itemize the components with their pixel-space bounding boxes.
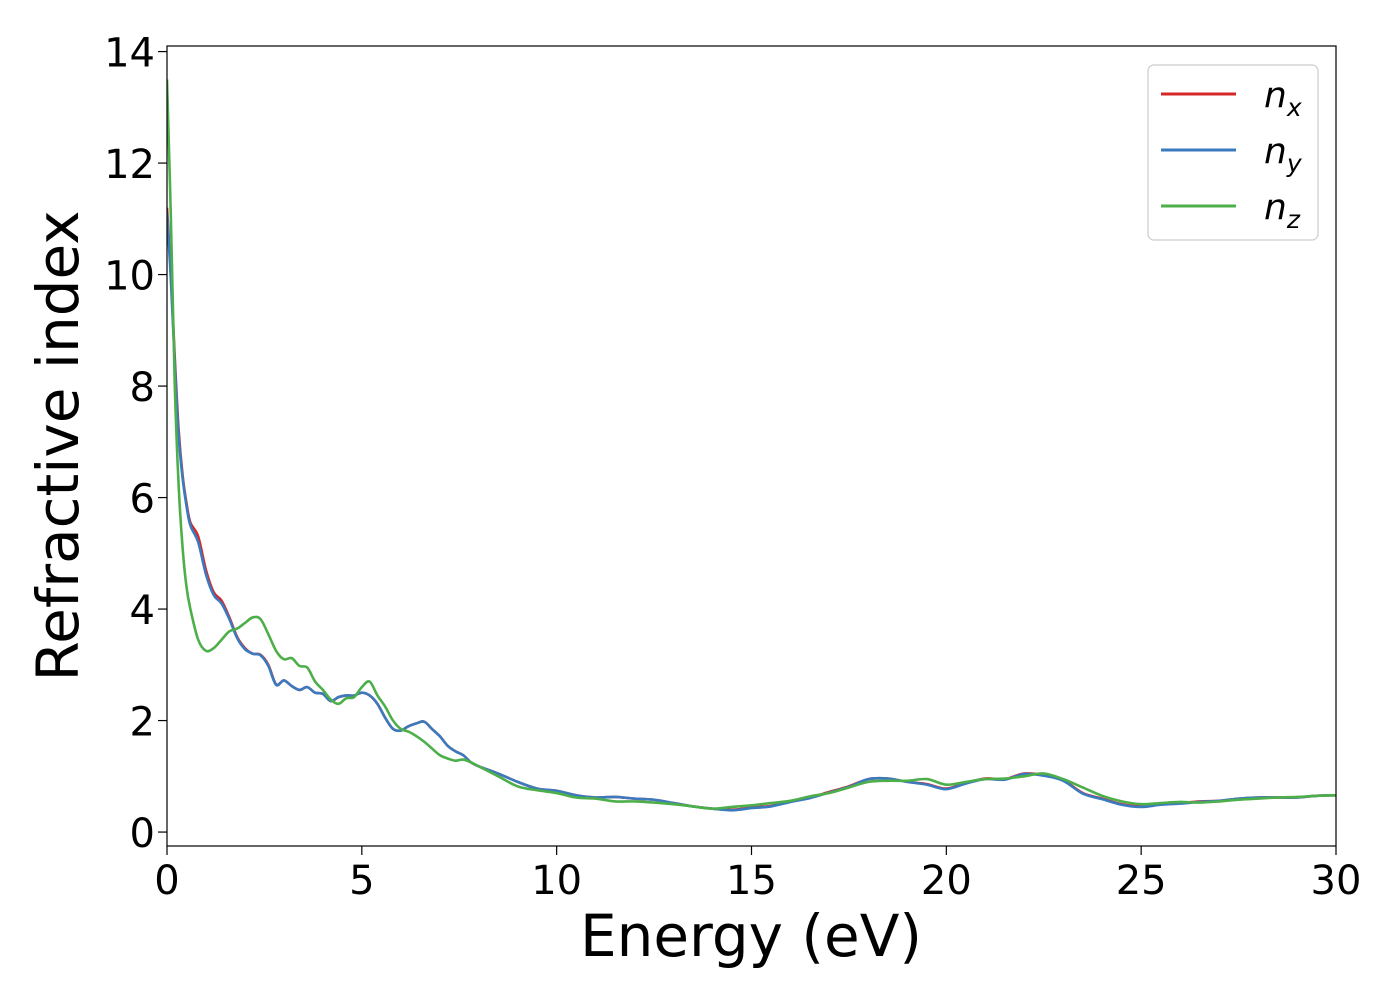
y-tick-label: 4 <box>130 588 155 634</box>
y-tick-label: 14 <box>104 31 155 77</box>
x-axis: 0 5 10 15 20 25 30 <box>154 846 1361 904</box>
legend-label-y: ny <box>1264 131 1303 178</box>
x-tick-label: 5 <box>349 858 374 904</box>
legend-label-x: nx <box>1264 75 1302 122</box>
x-tick-label: 10 <box>531 858 582 904</box>
y-tick-label: 6 <box>130 477 155 523</box>
y-axis: 0 2 4 6 8 10 12 14 <box>104 31 167 857</box>
y-tick-label: 12 <box>104 142 155 188</box>
legend: nx ny nz <box>1147 64 1319 241</box>
legend-label-z: nz <box>1264 187 1301 234</box>
y-tick-label: 10 <box>104 254 155 300</box>
legend-box <box>1147 64 1319 241</box>
x-tick-label: 30 <box>1311 858 1362 904</box>
x-tick-label: 25 <box>1116 858 1167 904</box>
x-tick-label: 20 <box>921 858 972 904</box>
y-axis-label: Refractive index <box>24 210 92 681</box>
y-tick-label: 0 <box>130 811 155 857</box>
x-axis-label: Energy (eV) <box>580 902 922 970</box>
x-tick-label: 0 <box>154 858 179 904</box>
y-tick-label: 2 <box>130 700 155 746</box>
x-tick-label: 15 <box>726 858 777 904</box>
y-tick-label: 8 <box>130 365 155 411</box>
series-line-z <box>167 79 1336 810</box>
series-layer <box>167 79 1336 812</box>
